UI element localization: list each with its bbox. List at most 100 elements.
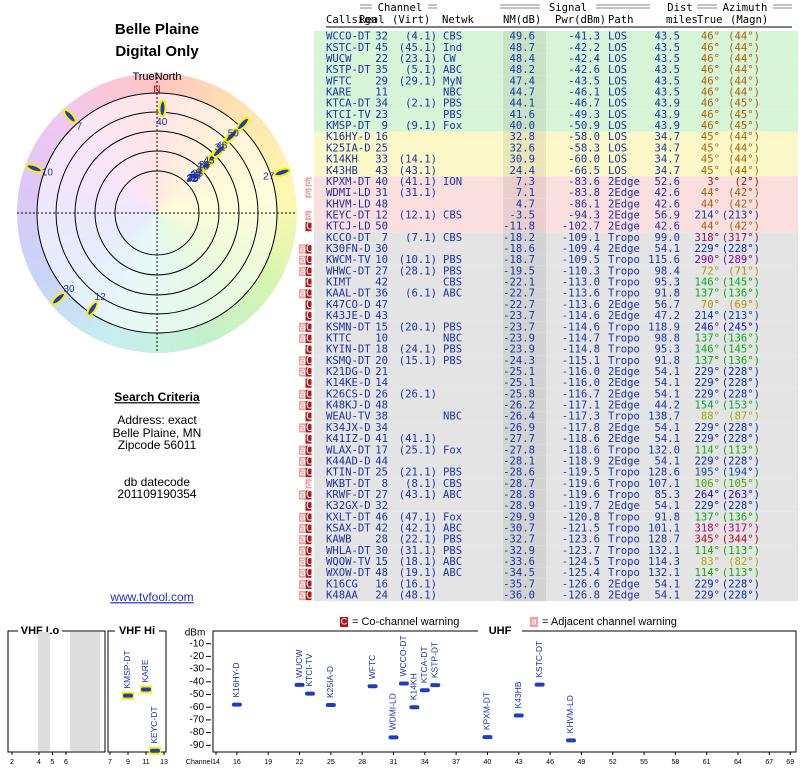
warning-box <box>299 535 305 545</box>
warning-flag: aC <box>300 523 313 535</box>
cell: 45° <box>701 165 720 177</box>
row-bg <box>314 444 798 456</box>
row-bg <box>314 75 798 87</box>
x-tick-label: 31 <box>390 759 398 766</box>
warning-flag: C <box>306 310 312 322</box>
cell: LOS <box>608 64 627 76</box>
cell: 42.6 <box>654 221 680 233</box>
row-bg <box>314 98 798 110</box>
cell: 83° <box>701 556 720 568</box>
station-label: WDMI-LD <box>388 693 398 730</box>
nm-shade <box>503 567 546 579</box>
cell: 98.8 <box>654 332 680 344</box>
nm-shade <box>503 53 546 65</box>
cell: 154° <box>694 400 720 412</box>
cell: (136°) <box>722 332 760 344</box>
warning-box <box>299 255 305 265</box>
cell: K16CG <box>326 578 358 590</box>
site-link[interactable]: www.tvfool.com <box>109 590 193 604</box>
cell: WXOW-DT <box>326 567 371 579</box>
polar-label: 11 <box>190 171 201 182</box>
cell: 27 <box>375 489 388 501</box>
cell: 47.4 <box>509 75 535 87</box>
station-marker <box>325 703 336 708</box>
x-tick-label: 34 <box>421 759 429 766</box>
cell: -94.3 <box>568 209 600 221</box>
cell: KAWB <box>326 534 352 546</box>
cell: 43.5 <box>654 42 680 54</box>
warning-box <box>299 244 305 254</box>
polar-label: 31 <box>215 142 227 153</box>
cell: KTCI-TV <box>326 109 371 121</box>
warning-flag: a <box>306 176 312 188</box>
row-bg <box>314 299 798 311</box>
x-tick-label: 2 <box>10 759 14 766</box>
cell: 114° <box>694 545 720 557</box>
cell: 95.3 <box>654 277 680 289</box>
warning-box <box>299 445 305 455</box>
cell: (228°) <box>722 500 760 512</box>
x-tick-label: 49 <box>578 759 586 766</box>
nm-shade <box>503 478 546 490</box>
cell: (136°) <box>722 355 760 367</box>
cell: (44°) <box>728 142 760 154</box>
station-marker <box>398 681 409 686</box>
cell: 16 <box>375 131 388 143</box>
cell: 2Edge <box>608 400 640 412</box>
cell: KIMT <box>326 277 352 289</box>
cell: 7.3 <box>516 176 535 188</box>
row-bg <box>314 288 798 300</box>
cell: (228°) <box>722 433 760 445</box>
row-bg <box>314 53 798 65</box>
warning-box <box>299 322 305 332</box>
cell: 11 <box>375 86 388 98</box>
cell: (21.1) <box>399 467 437 479</box>
cell: 22 <box>375 53 388 65</box>
criteria-line: Belle Plaine, MN <box>113 426 202 440</box>
warning-box <box>305 490 312 500</box>
cell: Tropo <box>608 321 640 333</box>
cell: 8 <box>382 478 388 490</box>
cell: KSMQ-DT <box>326 355 371 367</box>
cell: KRWF-DT <box>326 489 371 501</box>
cell: ABC <box>443 523 462 535</box>
polar-marker <box>273 167 291 178</box>
cell: 23 <box>375 109 388 121</box>
cell: -50.9 <box>568 120 600 132</box>
cell: 44.2 <box>654 400 680 412</box>
row-bg <box>314 467 798 479</box>
cell: KTCJ-LD <box>326 221 371 233</box>
warning-box <box>299 456 305 467</box>
cell: -26.4 <box>503 411 535 423</box>
cell: KSMN-DT <box>326 321 371 333</box>
row-bg <box>314 153 798 166</box>
row-bg <box>314 243 798 255</box>
station-marker <box>150 748 160 753</box>
cell: -22.1 <box>503 277 535 289</box>
cell: 40 <box>375 176 388 188</box>
cell: 290° <box>694 254 720 266</box>
cell: 115.6 <box>648 254 680 266</box>
row-bg <box>314 399 798 412</box>
cell: CBS <box>443 232 462 244</box>
cell: (26.1) <box>399 388 437 400</box>
cell: -23.7 <box>503 321 535 333</box>
warning-box <box>305 367 312 377</box>
warning-box <box>299 389 305 399</box>
warning-box <box>305 579 312 589</box>
warning-box <box>305 311 312 321</box>
cell: KTIN-DT <box>326 467 371 479</box>
cell: -26.9 <box>503 422 535 434</box>
cell: 44 <box>375 455 388 467</box>
cell: KTTC <box>326 332 352 344</box>
cell: -25.1 <box>503 377 535 389</box>
cell: -28.8 <box>503 489 535 501</box>
warning-flag: a <box>306 187 312 199</box>
cell: K25IA-D <box>326 142 371 154</box>
cell: 28 <box>375 534 388 546</box>
nm-shade <box>503 411 546 423</box>
polar-label: 40 <box>156 117 168 128</box>
cell: ABC <box>443 567 462 579</box>
cell: 43 <box>375 165 388 177</box>
cell: PBS <box>443 355 462 367</box>
